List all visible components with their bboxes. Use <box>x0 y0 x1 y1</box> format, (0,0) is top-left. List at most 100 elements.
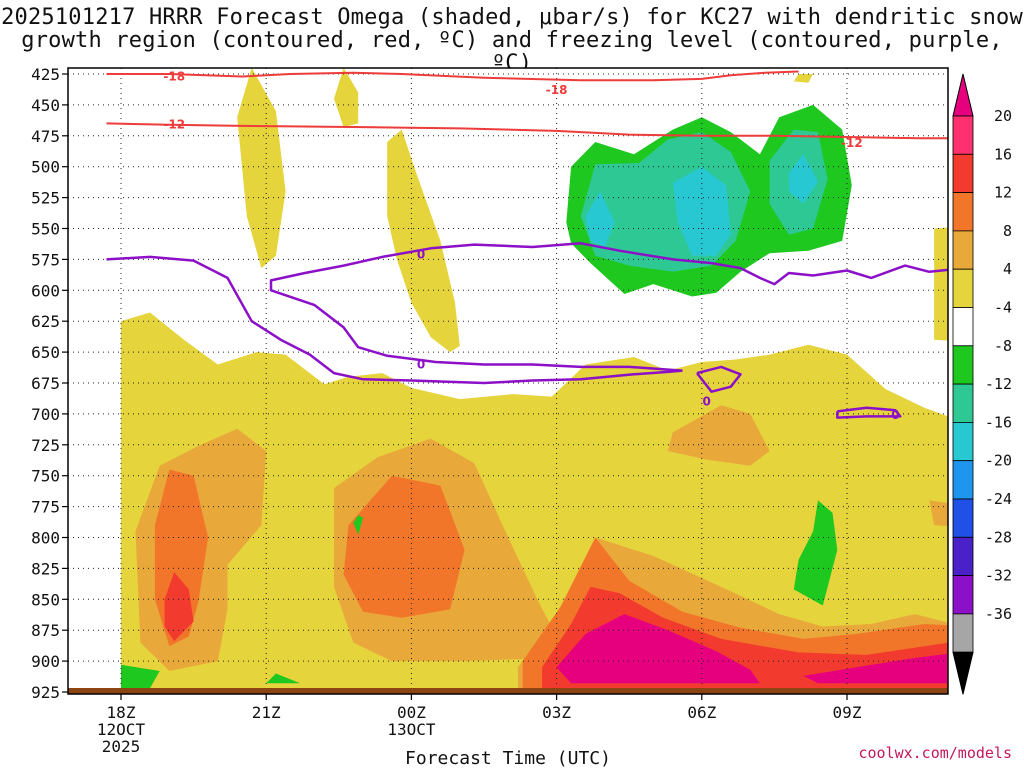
dgz-label: -18 <box>163 69 185 83</box>
colorbar-label: -32 <box>985 567 1012 585</box>
colorbar-label: 4 <box>1003 260 1012 278</box>
colorbar-top-arrow <box>952 73 974 117</box>
colorbar-label: 16 <box>994 145 1012 163</box>
y-tick-label: 800 <box>31 529 60 548</box>
y-tick-label: 525 <box>31 189 60 208</box>
y-tick-label: 725 <box>31 436 60 455</box>
colorbar-band <box>952 230 974 270</box>
y-tick-label: 650 <box>31 343 60 362</box>
omega-region-12-1 <box>343 475 465 618</box>
x-axis-label: Forecast Time (UTC) <box>405 748 611 768</box>
colorbar-band <box>952 268 974 308</box>
x-tick-label: 18Z <box>107 703 136 722</box>
omega-region-4-6 <box>934 227 948 341</box>
omega-region--12-1 <box>672 166 731 256</box>
omega-region-4-3 <box>387 129 460 353</box>
colorbar-label: -12 <box>985 375 1012 393</box>
freezing-level-label: 0 <box>702 395 710 409</box>
colorbar-band <box>952 498 974 538</box>
y-tick-label: 825 <box>31 559 60 578</box>
colorbar: 20 16 12 8 4 -4 -8 -12 -16 -20 -24 -28 -32 -36 <box>952 73 1012 695</box>
y-tick-label: 675 <box>31 374 60 393</box>
colorbar-band <box>952 192 974 232</box>
dgz-line--12 <box>106 122 948 140</box>
contour-lines <box>106 70 948 419</box>
x-tick-label: 12OCT <box>97 720 146 739</box>
colorbar-band <box>952 383 974 423</box>
chart-title: 2025101217 HRRR Forecast Omega (shaded, … <box>1 5 1023 76</box>
y-tick-label: 425 <box>31 65 60 84</box>
omega-region--4-5 <box>266 673 301 684</box>
colorbar-label: 20 <box>994 107 1012 125</box>
omega-region--4-2 <box>353 515 363 535</box>
colorbar-label: 8 <box>1003 222 1012 240</box>
omega-region--4-3 <box>793 500 838 606</box>
colorbar-label: -24 <box>985 490 1012 508</box>
freezing-level-line <box>696 365 742 393</box>
omega-region-20-1 <box>803 653 948 684</box>
y-tick-label: 625 <box>31 312 60 331</box>
omega-region-4-1 <box>130 339 136 390</box>
colorbar-label: -8 <box>994 337 1012 355</box>
y-tick-label: 925 <box>31 683 60 702</box>
colorbar-label: 12 <box>994 184 1012 202</box>
colorbar-label: -4 <box>994 299 1012 317</box>
y-tick-label: 875 <box>31 621 60 640</box>
freezing-level-label: 0 <box>891 408 899 422</box>
omega-region-4-4 <box>334 68 359 128</box>
contour-labels: 0 0 0 0 -18 -18 -12 -12 <box>163 69 899 422</box>
omega-region-16-0 <box>164 572 194 642</box>
dgz-label: -18 <box>546 83 568 97</box>
colorbar-band <box>952 421 974 462</box>
omega-region--12-2 <box>788 154 818 204</box>
y-tick-label: 750 <box>31 467 60 486</box>
omega-region-4-7 <box>827 352 843 402</box>
y-tick-label: 575 <box>31 250 60 269</box>
dgz-label: -12 <box>163 118 185 132</box>
dgz-line--18 <box>106 70 799 82</box>
plot-frame <box>67 67 949 695</box>
ground-strip <box>68 688 948 694</box>
omega-region-20-0 <box>556 614 760 684</box>
y-tick-label: 550 <box>31 220 60 239</box>
colorbar-label: -16 <box>985 413 1012 431</box>
colorbar-label: -20 <box>985 452 1012 470</box>
y-tick-label: 850 <box>31 590 60 609</box>
freezing-level-line <box>836 406 902 419</box>
colorbar-band <box>952 153 974 194</box>
x-tick-label: 21Z <box>252 703 281 722</box>
colorbar-bottom-arrow <box>952 651 974 695</box>
colorbar-band <box>952 536 974 576</box>
colorbar-label: -36 <box>985 605 1012 623</box>
y-tick-label: 450 <box>31 96 60 115</box>
x-tick-label: 00Z <box>397 703 426 722</box>
colorbar-band <box>952 307 974 347</box>
x-tick-label: 13OCT <box>387 720 436 739</box>
y-tick-label: 775 <box>31 498 60 517</box>
freezing-level-label: 0 <box>417 247 425 261</box>
omega-shading <box>121 68 948 692</box>
y-tick-label: 600 <box>31 281 60 300</box>
x-tick-label: 06Z <box>687 703 716 722</box>
omega-region--4-4 <box>121 664 160 689</box>
y-axis: 425 450 475 500 525 550 575 600 625 650 675 700 725 7… <box>31 65 68 702</box>
y-tick-label: 900 <box>31 652 60 671</box>
freezing-level-label: 0 <box>417 357 425 371</box>
x-tick-label: 03Z <box>542 703 571 722</box>
y-tick-label: 475 <box>31 127 60 146</box>
colorbar-label: -28 <box>985 528 1012 546</box>
dgz-label: -12 <box>841 136 863 150</box>
colorbar-band <box>952 460 974 500</box>
colorbar-band <box>952 613 974 653</box>
colorbar-band <box>952 115 974 155</box>
x-tick-label: 2025 <box>102 737 141 756</box>
omega-region-4-2 <box>237 68 286 269</box>
omega-region-4-5 <box>793 74 814 83</box>
omega-region--12-0 <box>585 191 615 247</box>
freezing-level-line <box>269 242 948 372</box>
y-tick-label: 500 <box>31 158 60 177</box>
freezing-level-line <box>106 255 683 385</box>
omega-region-8-2 <box>667 405 770 466</box>
